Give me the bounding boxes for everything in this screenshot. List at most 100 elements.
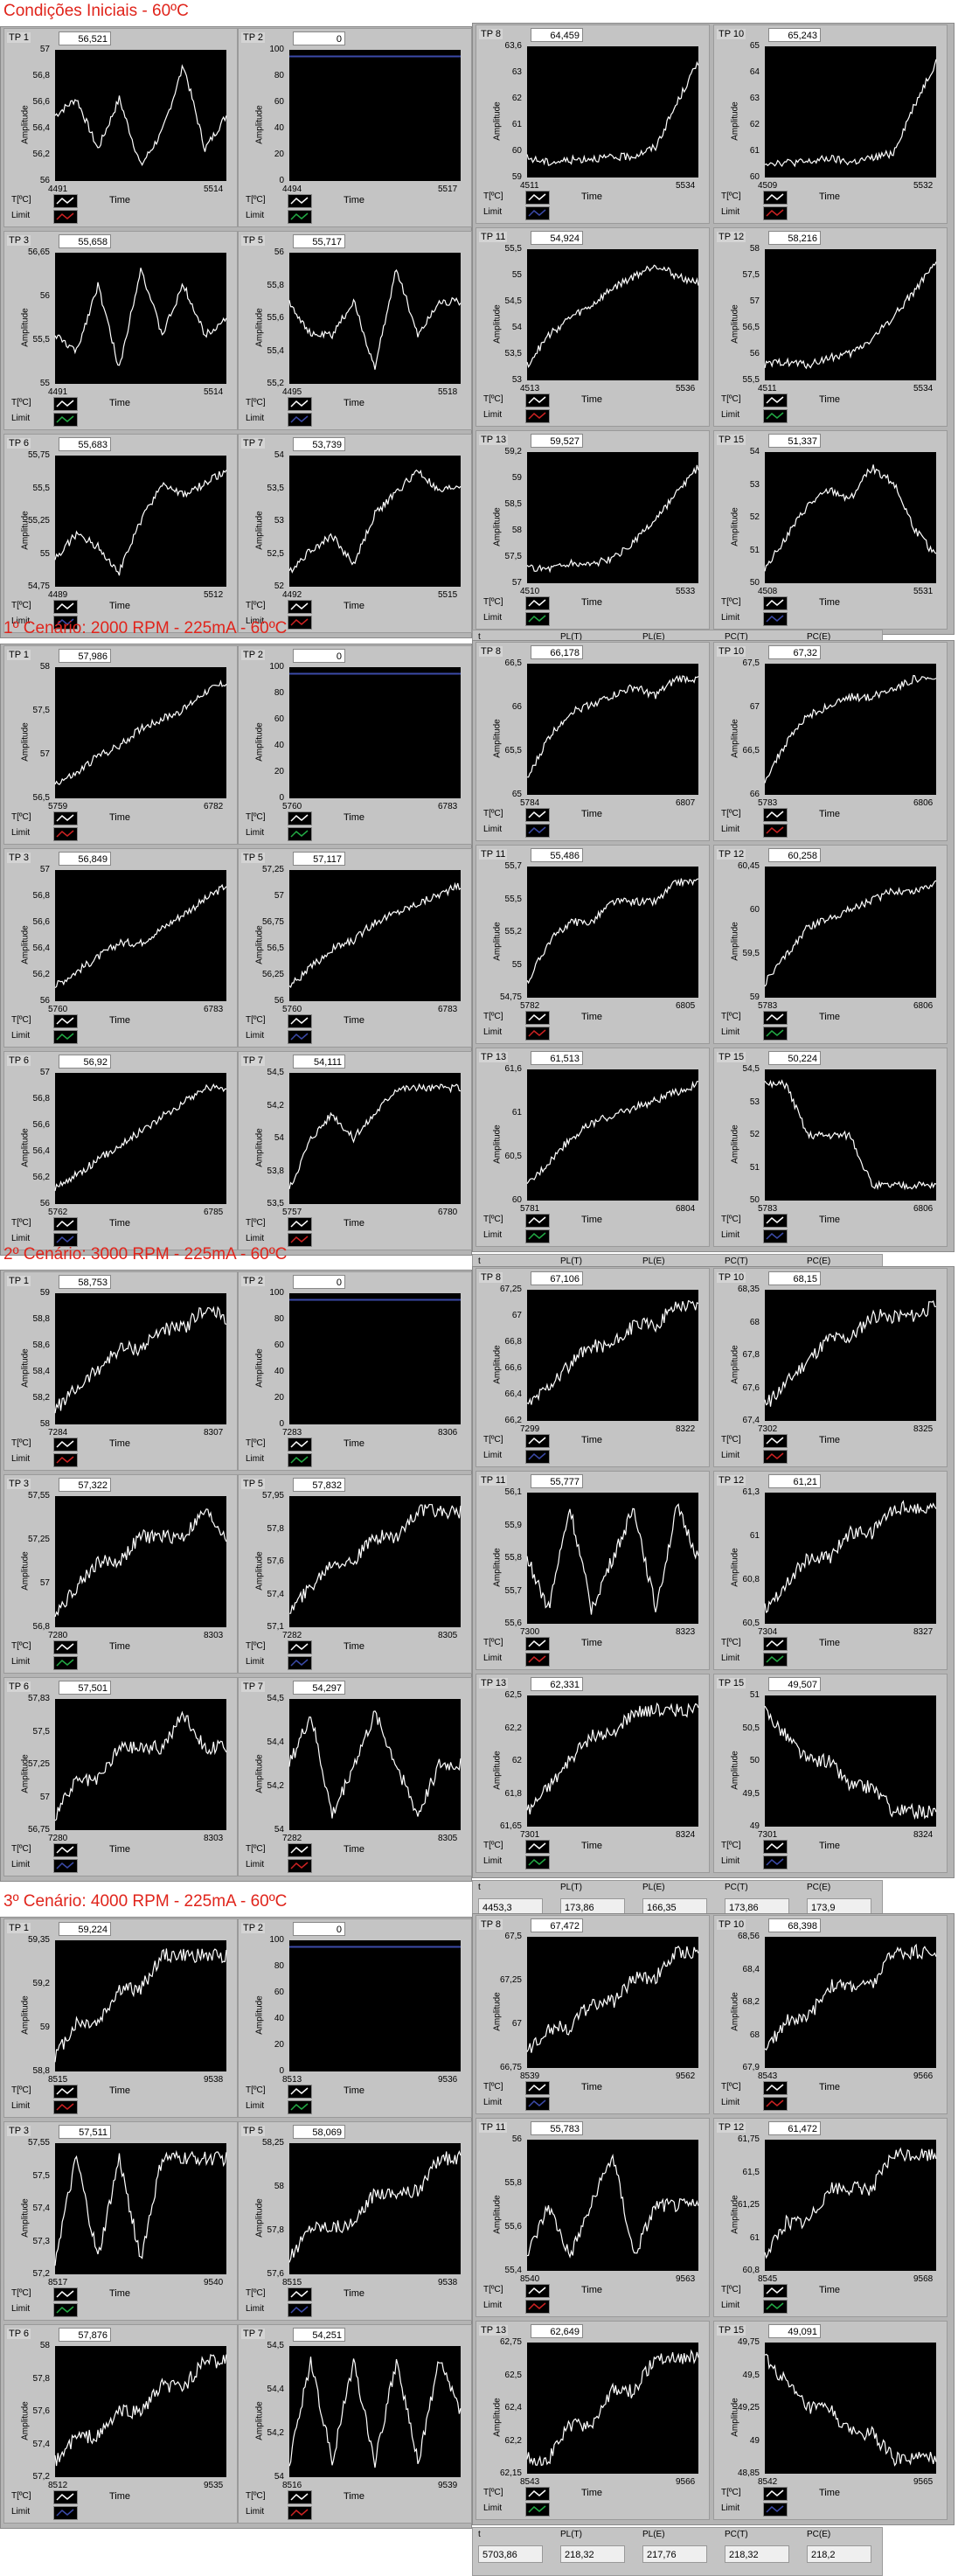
legend-limit-swatch[interactable]	[53, 1656, 78, 1670]
legend-limit-swatch[interactable]	[288, 1656, 312, 1670]
legend-temperature-swatch[interactable]	[288, 1843, 312, 1857]
legend-temperature-swatch[interactable]	[288, 1640, 312, 1654]
legend-limit-swatch[interactable]	[53, 827, 78, 841]
legend-limit-swatch[interactable]	[763, 409, 788, 423]
legend-limit-swatch[interactable]	[525, 1450, 550, 1464]
legend-temperature-swatch[interactable]	[763, 1840, 788, 1854]
legend-temperature-swatch[interactable]	[525, 1434, 550, 1448]
legend-temperature-swatch[interactable]	[288, 600, 312, 614]
legend-limit-swatch[interactable]	[763, 1229, 788, 1243]
legend-temperature-swatch[interactable]	[288, 1217, 312, 1231]
legend-temperature-swatch[interactable]	[53, 1217, 78, 1231]
legend-limit-swatch[interactable]	[288, 1453, 312, 1467]
legend-limit-swatch[interactable]	[763, 2503, 788, 2517]
x-min-label: 8545	[758, 2274, 778, 2284]
legend-temperature-swatch[interactable]	[53, 194, 78, 208]
legend-limit-swatch[interactable]	[763, 1450, 788, 1464]
legend-temperature-swatch[interactable]	[763, 2284, 788, 2298]
legend-limit-swatch[interactable]	[53, 2100, 78, 2114]
legend-limit-swatch[interactable]	[288, 210, 312, 224]
legend-limit-swatch[interactable]	[763, 612, 788, 626]
legend-limit-swatch[interactable]	[525, 824, 550, 838]
legend-limit-swatch[interactable]	[288, 1233, 312, 1247]
legend-temperature-swatch[interactable]	[525, 596, 550, 610]
legend-temperature-swatch[interactable]	[288, 194, 312, 208]
legend-limit-swatch[interactable]	[53, 1453, 78, 1467]
legend-limit-swatch[interactable]	[525, 2300, 550, 2314]
legend-limit-swatch[interactable]	[525, 206, 550, 220]
legend-temperature-swatch[interactable]	[288, 2490, 312, 2504]
legend-temperature-swatch[interactable]	[525, 1011, 550, 1025]
legend-temperature-swatch[interactable]	[525, 808, 550, 822]
legend-limit-swatch[interactable]	[525, 612, 550, 626]
legend-temperature-swatch[interactable]	[53, 1843, 78, 1857]
legend-temperature-swatch[interactable]	[53, 1438, 78, 1452]
legend-limit-swatch[interactable]	[288, 1030, 312, 1044]
legend-limit-swatch[interactable]	[763, 1653, 788, 1667]
legend-limit-swatch[interactable]	[53, 210, 78, 224]
chart-panel: TP 2 0 100 80 60 40 20 0 Amplitude Time 5760 6783 T[…	[238, 645, 472, 845]
legend-temperature-swatch[interactable]	[53, 2287, 78, 2301]
y-tick-label: 62	[511, 1756, 522, 1765]
legend-temperature-swatch[interactable]	[525, 2284, 550, 2298]
legend-limit-swatch[interactable]	[525, 409, 550, 423]
legend-temperature-swatch[interactable]	[288, 2287, 312, 2301]
legend-limit-swatch[interactable]	[288, 2303, 312, 2317]
legend-limit-swatch[interactable]	[288, 2506, 312, 2520]
legend-temperature-swatch[interactable]	[53, 397, 78, 411]
legend-temperature-swatch[interactable]	[763, 1011, 788, 1025]
legend-limit-swatch[interactable]	[525, 1027, 550, 1041]
legend-temperature-swatch[interactable]	[53, 1014, 78, 1028]
legend-temperature-swatch[interactable]	[763, 1434, 788, 1448]
legend-temperature-swatch[interactable]	[763, 2487, 788, 2501]
legend-temperature-swatch[interactable]	[288, 397, 312, 411]
legend-temperature-swatch[interactable]	[53, 2085, 78, 2099]
legend-temperature-swatch[interactable]	[288, 1014, 312, 1028]
legend-limit-swatch[interactable]	[525, 2097, 550, 2111]
legend-limit-swatch[interactable]	[763, 2300, 788, 2314]
legend-temperature-swatch[interactable]	[525, 2081, 550, 2095]
legend-temperature-swatch[interactable]	[53, 2490, 78, 2504]
legend-limit-swatch[interactable]	[53, 2506, 78, 2520]
legend-limit-swatch[interactable]	[288, 616, 312, 630]
legend-temperature-swatch[interactable]	[763, 596, 788, 610]
legend-limit-swatch[interactable]	[288, 827, 312, 841]
legend-limit-swatch[interactable]	[288, 1859, 312, 1873]
legend-temperature-swatch[interactable]	[763, 191, 788, 205]
legend-temperature-swatch[interactable]	[525, 1637, 550, 1651]
legend-temperature-swatch[interactable]	[53, 1640, 78, 1654]
legend-temperature-swatch[interactable]	[763, 1214, 788, 1228]
legend-limit-swatch[interactable]	[53, 616, 78, 630]
legend-limit-swatch[interactable]	[53, 1030, 78, 1044]
legend-temperature-swatch[interactable]	[525, 1214, 550, 1228]
legend-temperature-swatch[interactable]	[53, 811, 78, 825]
legend-limit-swatch[interactable]	[525, 2503, 550, 2517]
legend-limit-swatch[interactable]	[763, 1027, 788, 1041]
legend-temperature-swatch[interactable]	[763, 1637, 788, 1651]
legend-limit-swatch[interactable]	[525, 1653, 550, 1667]
legend-temperature-swatch[interactable]	[525, 2487, 550, 2501]
legend-temperature-swatch[interactable]	[53, 600, 78, 614]
legend-temperature-swatch[interactable]	[288, 811, 312, 825]
legend-limit-swatch[interactable]	[53, 1859, 78, 1873]
legend-limit-swatch[interactable]	[288, 2100, 312, 2114]
legend-limit-swatch[interactable]	[525, 1229, 550, 1243]
legend-temperature-swatch[interactable]	[525, 191, 550, 205]
legend-limit-swatch[interactable]	[763, 824, 788, 838]
legend-limit-swatch[interactable]	[763, 1855, 788, 1869]
legend-temperature-swatch[interactable]	[288, 2085, 312, 2099]
x-max-label: 8305	[438, 1834, 458, 1843]
legend-limit-swatch[interactable]	[288, 413, 312, 427]
legend-limit-swatch[interactable]	[53, 413, 78, 427]
legend-limit-swatch[interactable]	[763, 206, 788, 220]
legend-temperature-swatch[interactable]	[763, 393, 788, 407]
legend-limit-swatch[interactable]	[525, 1855, 550, 1869]
legend-limit-swatch[interactable]	[53, 2303, 78, 2317]
legend-temperature-swatch[interactable]	[288, 1438, 312, 1452]
legend-limit-swatch[interactable]	[763, 2097, 788, 2111]
legend-temperature-swatch[interactable]	[525, 1840, 550, 1854]
legend-temperature-swatch[interactable]	[763, 2081, 788, 2095]
legend-limit-swatch[interactable]	[53, 1233, 78, 1247]
legend-temperature-swatch[interactable]	[763, 808, 788, 822]
legend-temperature-swatch[interactable]	[525, 393, 550, 407]
